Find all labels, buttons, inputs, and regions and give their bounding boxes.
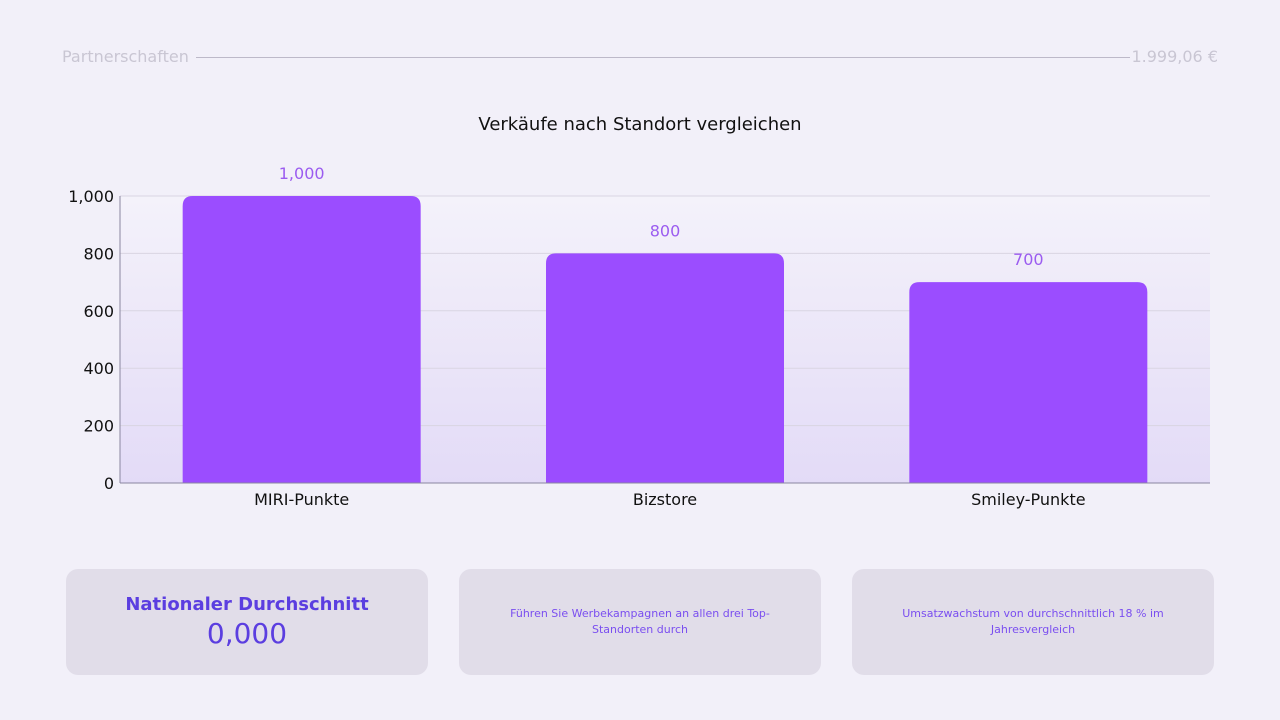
x-tick-label: Bizstore [633,490,697,509]
y-tick-label: 400 [83,359,114,378]
card-value: 0,000 [206,617,288,650]
card-text: Führen Sie Werbekampagnen an allen drei … [510,607,770,636]
y-tick-label: 200 [83,417,114,436]
data-label: 1,000 [279,164,325,183]
x-tick-label: Smiley-Punkte [971,490,1085,509]
data-label: 700 [1013,250,1044,269]
section-label: Partnerschaften [62,47,189,66]
bar [909,282,1148,483]
card-text: Umsatzwachstum von durchschnittlich 18 %… [902,607,1164,636]
campaign-card: Führen Sie Werbekampagnen an allen drei … [459,569,821,675]
y-tick-label: 600 [83,302,114,321]
y-tick-label: 1,000 [68,187,114,206]
y-tick-label: 0 [104,474,114,493]
national-average-card: Nationaler Durchschnitt 0,000 [66,569,428,675]
x-tick-label: MIRI-Punkte [254,490,349,509]
growth-card: Umsatzwachstum von durchschnittlich 18 %… [852,569,1214,675]
y-tick-label: 800 [83,244,114,263]
header-divider [196,57,1130,58]
data-label: 800 [650,221,681,240]
header-amount: 1.999,06 € [1131,47,1218,66]
bar [546,253,784,483]
card-title: Nationaler Durchschnitt [125,594,369,615]
bar [182,196,421,483]
chart-title: Verkäufe nach Standort vergleichen [478,114,802,135]
